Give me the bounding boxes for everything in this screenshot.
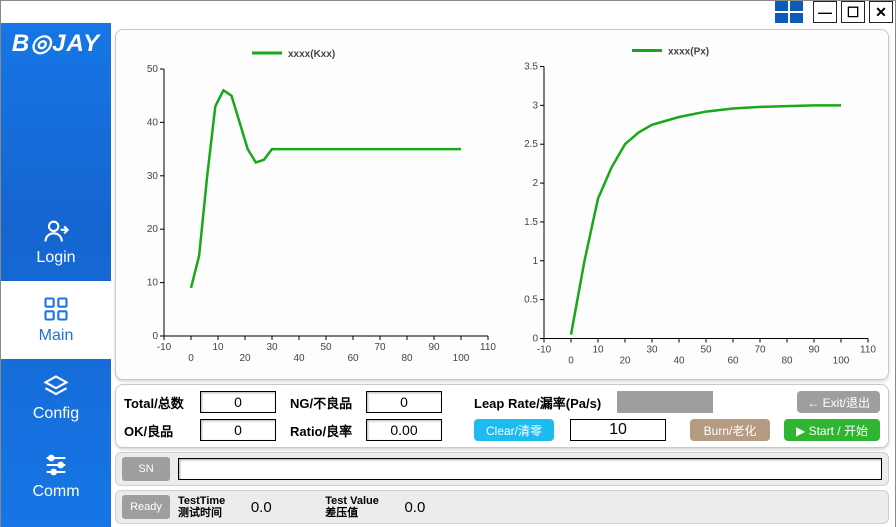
ratio-value: 0.00 [366, 419, 442, 441]
svg-text:10: 10 [212, 342, 224, 353]
windows-logo-icon [775, 1, 803, 23]
start-button[interactable]: ▶ Start / 开始 [784, 419, 880, 441]
svg-text:-10: -10 [157, 342, 172, 353]
nav-comm-label: Comm [32, 483, 79, 501]
svg-text:0: 0 [568, 356, 574, 367]
ready-chip: Ready [122, 495, 170, 519]
svg-text:40: 40 [147, 117, 159, 128]
burn-button-label: Burn/老化 [704, 422, 757, 439]
maximize-button[interactable]: ☐ [841, 1, 865, 23]
layers-icon [42, 373, 70, 401]
countdown-value: 10 [570, 419, 666, 441]
testtime-value: 0.0 [233, 499, 289, 516]
svg-text:10: 10 [147, 278, 159, 289]
nav-main[interactable]: Main [1, 281, 111, 359]
leaprate-label: Leap Rate/漏率(Pa/s) [474, 393, 601, 412]
svg-text:40: 40 [673, 356, 685, 367]
leaprate-value [617, 391, 713, 413]
testvalue-label: Test Value 差压值 [325, 495, 379, 519]
grid-icon [42, 295, 70, 323]
svg-text:3.5: 3.5 [524, 62, 538, 73]
svg-text:50: 50 [320, 342, 332, 353]
svg-text:1: 1 [532, 256, 538, 267]
bottom-card: SN Ready TestTime 测试时间 0.0 Test Value 差压… [115, 452, 889, 524]
chart-left: xxxx(Kxx)01020304050-1001020304050607080… [126, 36, 498, 377]
sidebar: B◎JAY Login Main Config Comm [1, 23, 111, 527]
svg-text:100: 100 [833, 356, 850, 367]
testtime-label: TestTime 测试时间 [178, 495, 225, 519]
total-value: 0 [200, 391, 276, 413]
svg-text:70: 70 [374, 342, 386, 353]
clear-button[interactable]: Clear/清零 [474, 419, 554, 441]
sn-input[interactable] [178, 458, 882, 480]
svg-text:0: 0 [152, 331, 158, 342]
chart-right: xxxx(Px)00.511.522.533.5-100102030405060… [506, 36, 878, 377]
nav-config-label: Config [33, 405, 79, 423]
svg-text:60: 60 [727, 356, 739, 367]
ng-value: 0 [366, 391, 442, 413]
testvalue-value: 0.0 [387, 499, 443, 516]
svg-text:110: 110 [480, 342, 496, 353]
svg-text:70: 70 [754, 345, 766, 356]
charts-card: xxxx(Kxx)01020304050-1001020304050607080… [115, 29, 889, 380]
ng-label: NG/不良品 [290, 393, 362, 412]
svg-text:20: 20 [619, 356, 631, 367]
svg-text:80: 80 [401, 353, 413, 364]
svg-text:20: 20 [239, 353, 251, 364]
exit-button-label: ← Exit/退出 [807, 394, 870, 411]
svg-text:20: 20 [147, 224, 159, 235]
svg-text:110: 110 [860, 345, 876, 356]
svg-text:xxxx(Kxx): xxxx(Kxx) [288, 49, 335, 60]
close-button[interactable]: ✕ [869, 1, 893, 23]
svg-text:2.5: 2.5 [524, 139, 538, 150]
ok-value: 0 [200, 419, 276, 441]
stats-card: Total/总数 0 NG/不良品 0 Leap Rate/漏率(Pa/s) ←… [115, 384, 889, 448]
svg-text:90: 90 [808, 345, 820, 356]
svg-text:80: 80 [781, 356, 793, 367]
sliders-icon [42, 451, 70, 479]
main-panel: xxxx(Kxx)01020304050-1001020304050607080… [111, 23, 895, 527]
svg-text:10: 10 [592, 345, 604, 356]
titlebar: — ☐ ✕ [1, 1, 895, 23]
start-button-label: ▶ Start / 开始 [796, 422, 868, 439]
nav-main-label: Main [39, 327, 74, 345]
svg-text:0: 0 [188, 353, 194, 364]
svg-text:0.5: 0.5 [524, 295, 538, 306]
svg-text:xxxx(Px): xxxx(Px) [668, 47, 709, 58]
svg-text:0: 0 [532, 334, 538, 345]
svg-text:30: 30 [266, 342, 278, 353]
minimize-button[interactable]: — [813, 1, 837, 23]
clear-button-label: Clear/清零 [486, 422, 542, 439]
svg-text:90: 90 [428, 342, 440, 353]
nav-login[interactable]: Login [1, 203, 111, 281]
svg-text:40: 40 [293, 353, 305, 364]
nav-comm[interactable]: Comm [1, 437, 111, 515]
login-icon [42, 217, 70, 245]
brand-logo: B◎JAY [1, 23, 111, 83]
svg-text:2: 2 [532, 178, 538, 189]
svg-text:60: 60 [347, 353, 359, 364]
svg-text:1.5: 1.5 [524, 217, 538, 228]
ok-label: OK/良品 [124, 421, 196, 440]
svg-text:50: 50 [700, 345, 712, 356]
burn-button[interactable]: Burn/老化 [690, 419, 770, 441]
svg-text:3: 3 [532, 100, 538, 111]
exit-button[interactable]: ← Exit/退出 [797, 391, 880, 413]
nav-login-label: Login [36, 249, 75, 267]
sn-chip: SN [122, 457, 170, 481]
svg-text:-10: -10 [537, 345, 552, 356]
ratio-label: Ratio/良率 [290, 421, 362, 440]
svg-text:30: 30 [147, 171, 159, 182]
svg-text:50: 50 [147, 64, 159, 75]
svg-text:100: 100 [453, 353, 470, 364]
nav-config[interactable]: Config [1, 359, 111, 437]
total-label: Total/总数 [124, 393, 196, 412]
svg-text:30: 30 [646, 345, 658, 356]
